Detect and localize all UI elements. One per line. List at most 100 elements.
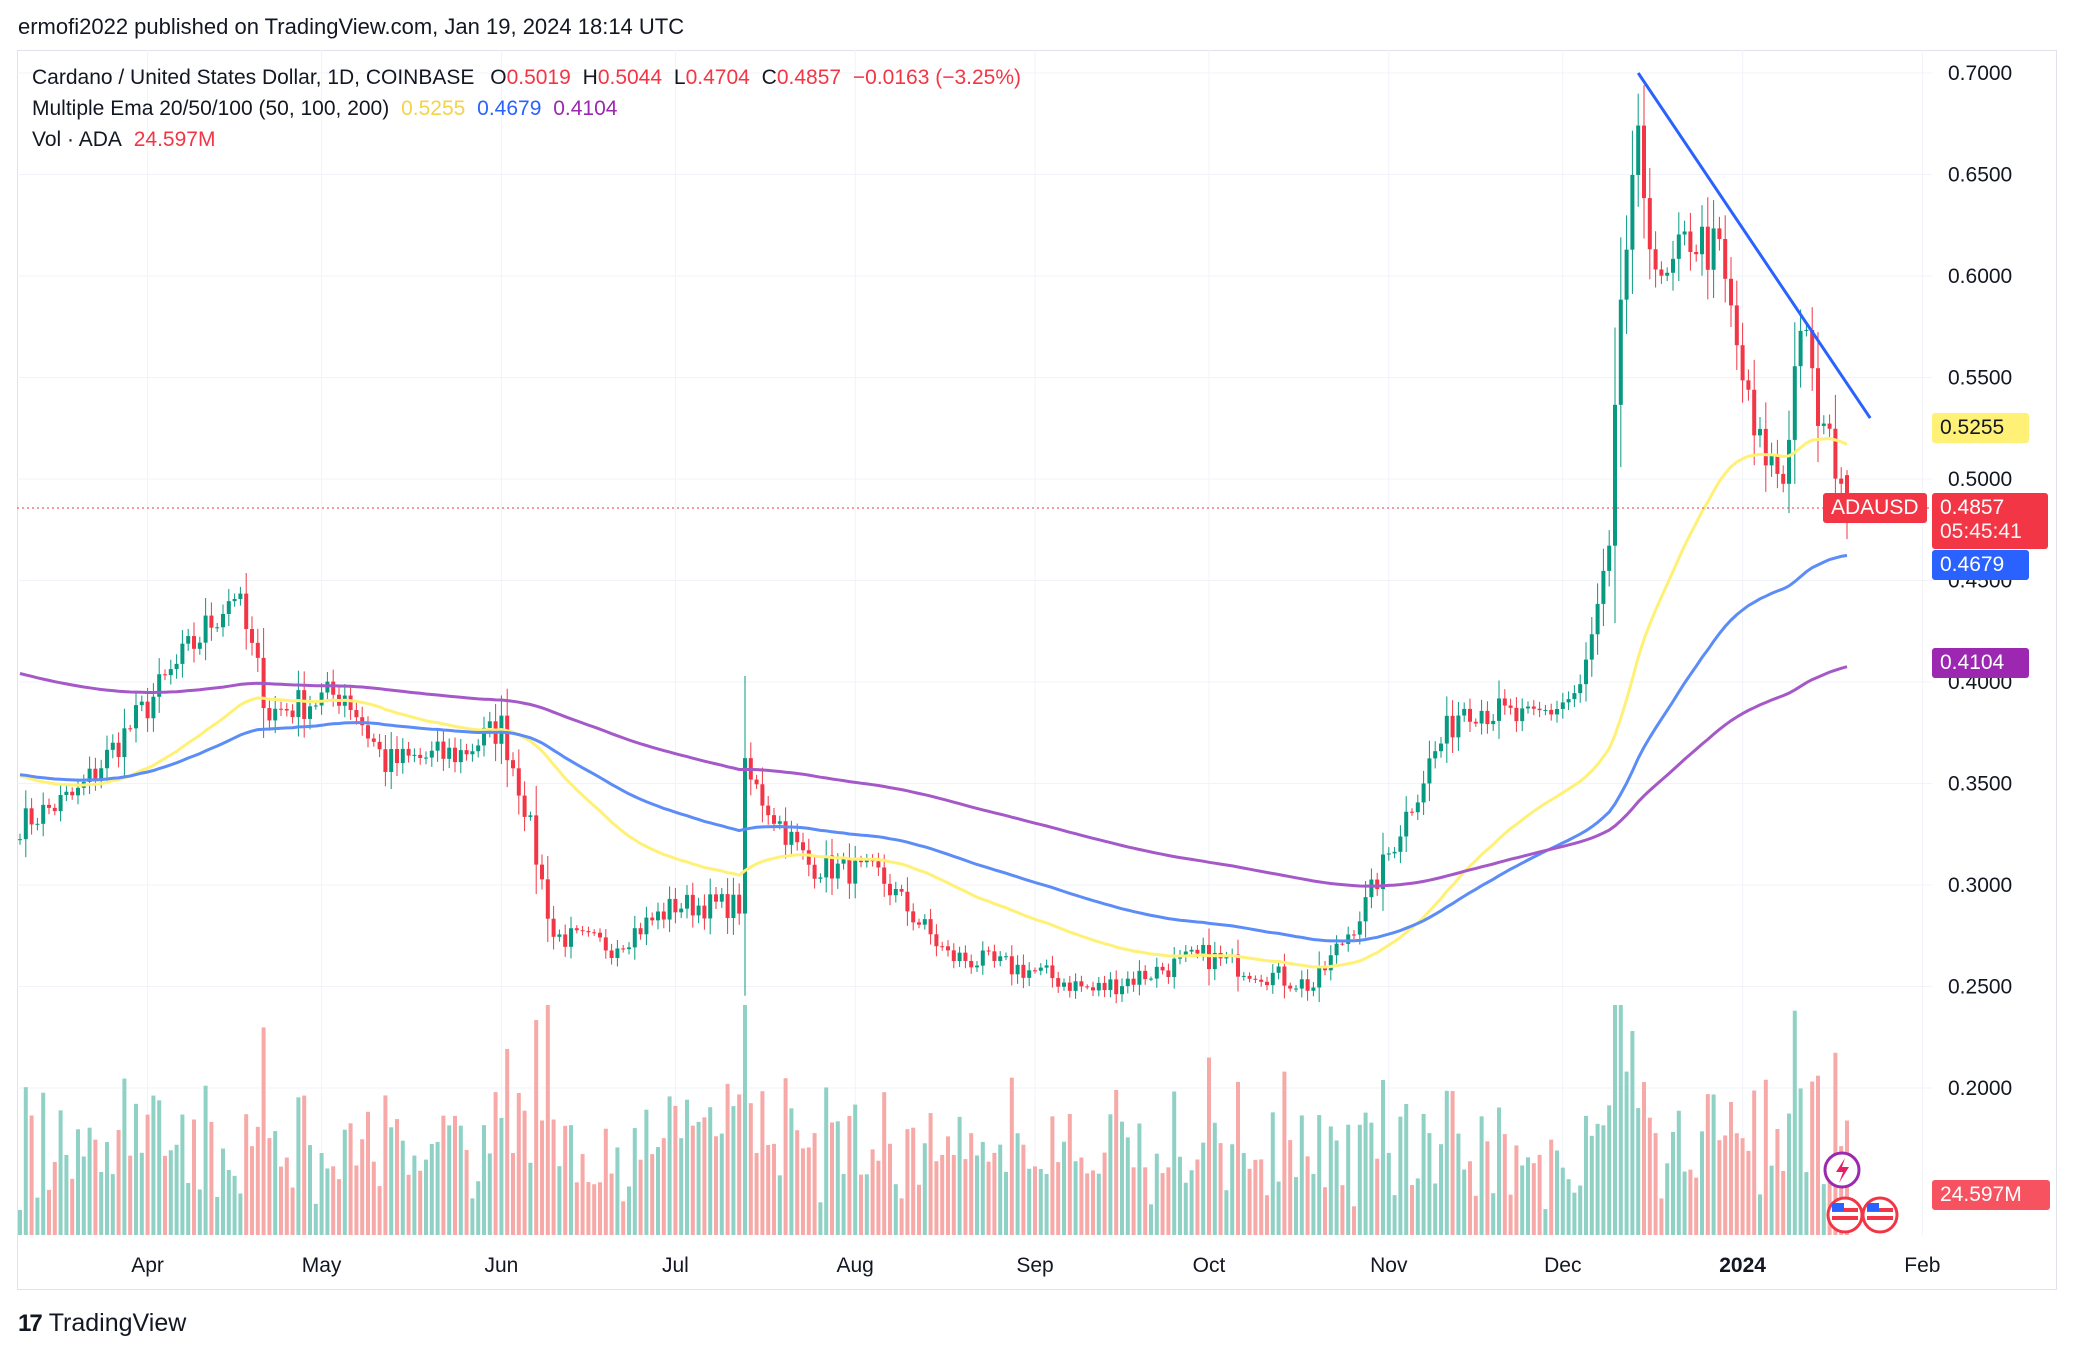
volume-bar — [354, 1165, 359, 1235]
volume-bar — [1630, 1031, 1635, 1235]
ema-100-line — [19, 553, 1848, 943]
candle-body — [1613, 404, 1617, 546]
candle-body — [1386, 853, 1391, 855]
volume-bar — [279, 1166, 283, 1235]
ema1-price-tag: 0.5255 — [1932, 413, 2029, 443]
candle-body — [1091, 987, 1095, 991]
candle-body — [128, 728, 133, 730]
price-axis-label: 0.5500 — [1948, 367, 2012, 390]
candle-body — [1734, 305, 1739, 346]
volume-bar — [377, 1186, 382, 1235]
candle-body — [313, 705, 318, 707]
time-axis-label: Dec — [1544, 1254, 1581, 1277]
candle-body — [1618, 299, 1623, 405]
volume-bar — [1717, 1140, 1722, 1235]
candle-body — [1201, 944, 1206, 954]
volume-bar — [23, 1087, 28, 1235]
volume-bar — [47, 1189, 51, 1235]
candle-body — [1717, 228, 1722, 239]
candle-body — [731, 894, 736, 918]
candle-body — [1821, 423, 1826, 426]
candle-body — [145, 701, 150, 719]
volume-bar — [644, 1109, 649, 1235]
ema2-value: 0.4679 — [477, 97, 542, 120]
candle-body — [690, 894, 695, 916]
candle-body — [1038, 967, 1043, 971]
volume-bar — [1294, 1177, 1298, 1235]
volume-bar — [215, 1196, 220, 1235]
candle-body — [1647, 198, 1652, 250]
candle-body — [1711, 228, 1716, 270]
candle-body — [592, 932, 597, 934]
volume-bar — [122, 1078, 127, 1235]
volume-bar — [540, 1120, 544, 1235]
time-axis-label: Feb — [1904, 1254, 1940, 1277]
ema-legend[interactable]: Multiple Ema 20/50/100 (50, 100, 200) 0.… — [32, 97, 623, 121]
candle-body — [1839, 478, 1844, 484]
candle-body — [1305, 979, 1310, 991]
symbol-title: Cardano / United States Dollar, 1D, COIN… — [32, 66, 475, 89]
candle-body — [209, 615, 214, 628]
candle-body — [400, 748, 405, 764]
volume-bar — [992, 1152, 997, 1235]
volume-bar — [888, 1143, 892, 1235]
volume-bar — [1323, 1187, 1327, 1235]
candle-body — [1154, 966, 1159, 979]
volume-bar — [1723, 1135, 1728, 1235]
candle-body — [1473, 721, 1478, 724]
volume-bar — [725, 1083, 730, 1235]
tradingview-logo[interactable]: 17 TradingView — [18, 1309, 186, 1338]
volume-bar — [134, 1103, 138, 1235]
candle-body — [1183, 951, 1188, 956]
lightning-icon[interactable] — [1823, 1151, 1861, 1189]
volume-bar — [1189, 1170, 1194, 1235]
candle-body — [1427, 758, 1432, 784]
volume-bar — [946, 1136, 950, 1235]
open-value: 0.5019 — [506, 66, 571, 89]
candle-body — [702, 905, 707, 919]
candle-body — [505, 715, 510, 761]
candle-body — [516, 768, 521, 796]
volume-bar — [337, 1179, 341, 1235]
candle-body — [1021, 964, 1026, 978]
us-flag-icon[interactable] — [1861, 1196, 1899, 1234]
candle-body — [1241, 975, 1246, 977]
volume-bar — [1183, 1182, 1188, 1235]
candle-body — [331, 681, 336, 695]
volume-bar — [789, 1108, 794, 1235]
volume-bar — [1711, 1094, 1716, 1235]
volume-bar — [1647, 1117, 1652, 1235]
volume-bar — [1247, 1168, 1252, 1235]
volume-bar — [1810, 1081, 1815, 1235]
time-axis-label: Apr — [131, 1254, 164, 1277]
volume-bar — [522, 1110, 527, 1235]
candle-body — [893, 889, 898, 896]
candle-body — [708, 894, 713, 919]
volume-bar — [853, 1104, 858, 1235]
candle-body — [1566, 699, 1571, 703]
volume-bar — [128, 1155, 133, 1235]
symbol-legend[interactable]: Cardano / United States Dollar, 1D, COIN… — [32, 66, 1027, 90]
candle-body — [824, 855, 829, 878]
us-flag-icon[interactable] — [1826, 1196, 1864, 1234]
volume-legend[interactable]: Vol · ADA 24.597M — [32, 128, 221, 152]
candle-body — [134, 705, 138, 729]
volume-bar — [1381, 1079, 1385, 1235]
candle-body — [998, 956, 1003, 962]
candle-body — [151, 696, 156, 719]
candle-body — [743, 758, 747, 914]
volume-bar — [1508, 1194, 1513, 1235]
volume-bar — [1763, 1079, 1768, 1235]
candle-body — [975, 965, 979, 968]
candle-body — [1636, 125, 1641, 175]
candle-body — [255, 642, 260, 658]
candle-body — [853, 860, 858, 884]
volume-bar — [1160, 1173, 1165, 1235]
volume-bar — [1085, 1173, 1090, 1235]
candle-body — [35, 823, 40, 825]
volume-bar — [1056, 1162, 1061, 1235]
volume-bar — [308, 1145, 312, 1235]
volume-bar — [1839, 1146, 1844, 1235]
candle-body — [528, 815, 533, 817]
